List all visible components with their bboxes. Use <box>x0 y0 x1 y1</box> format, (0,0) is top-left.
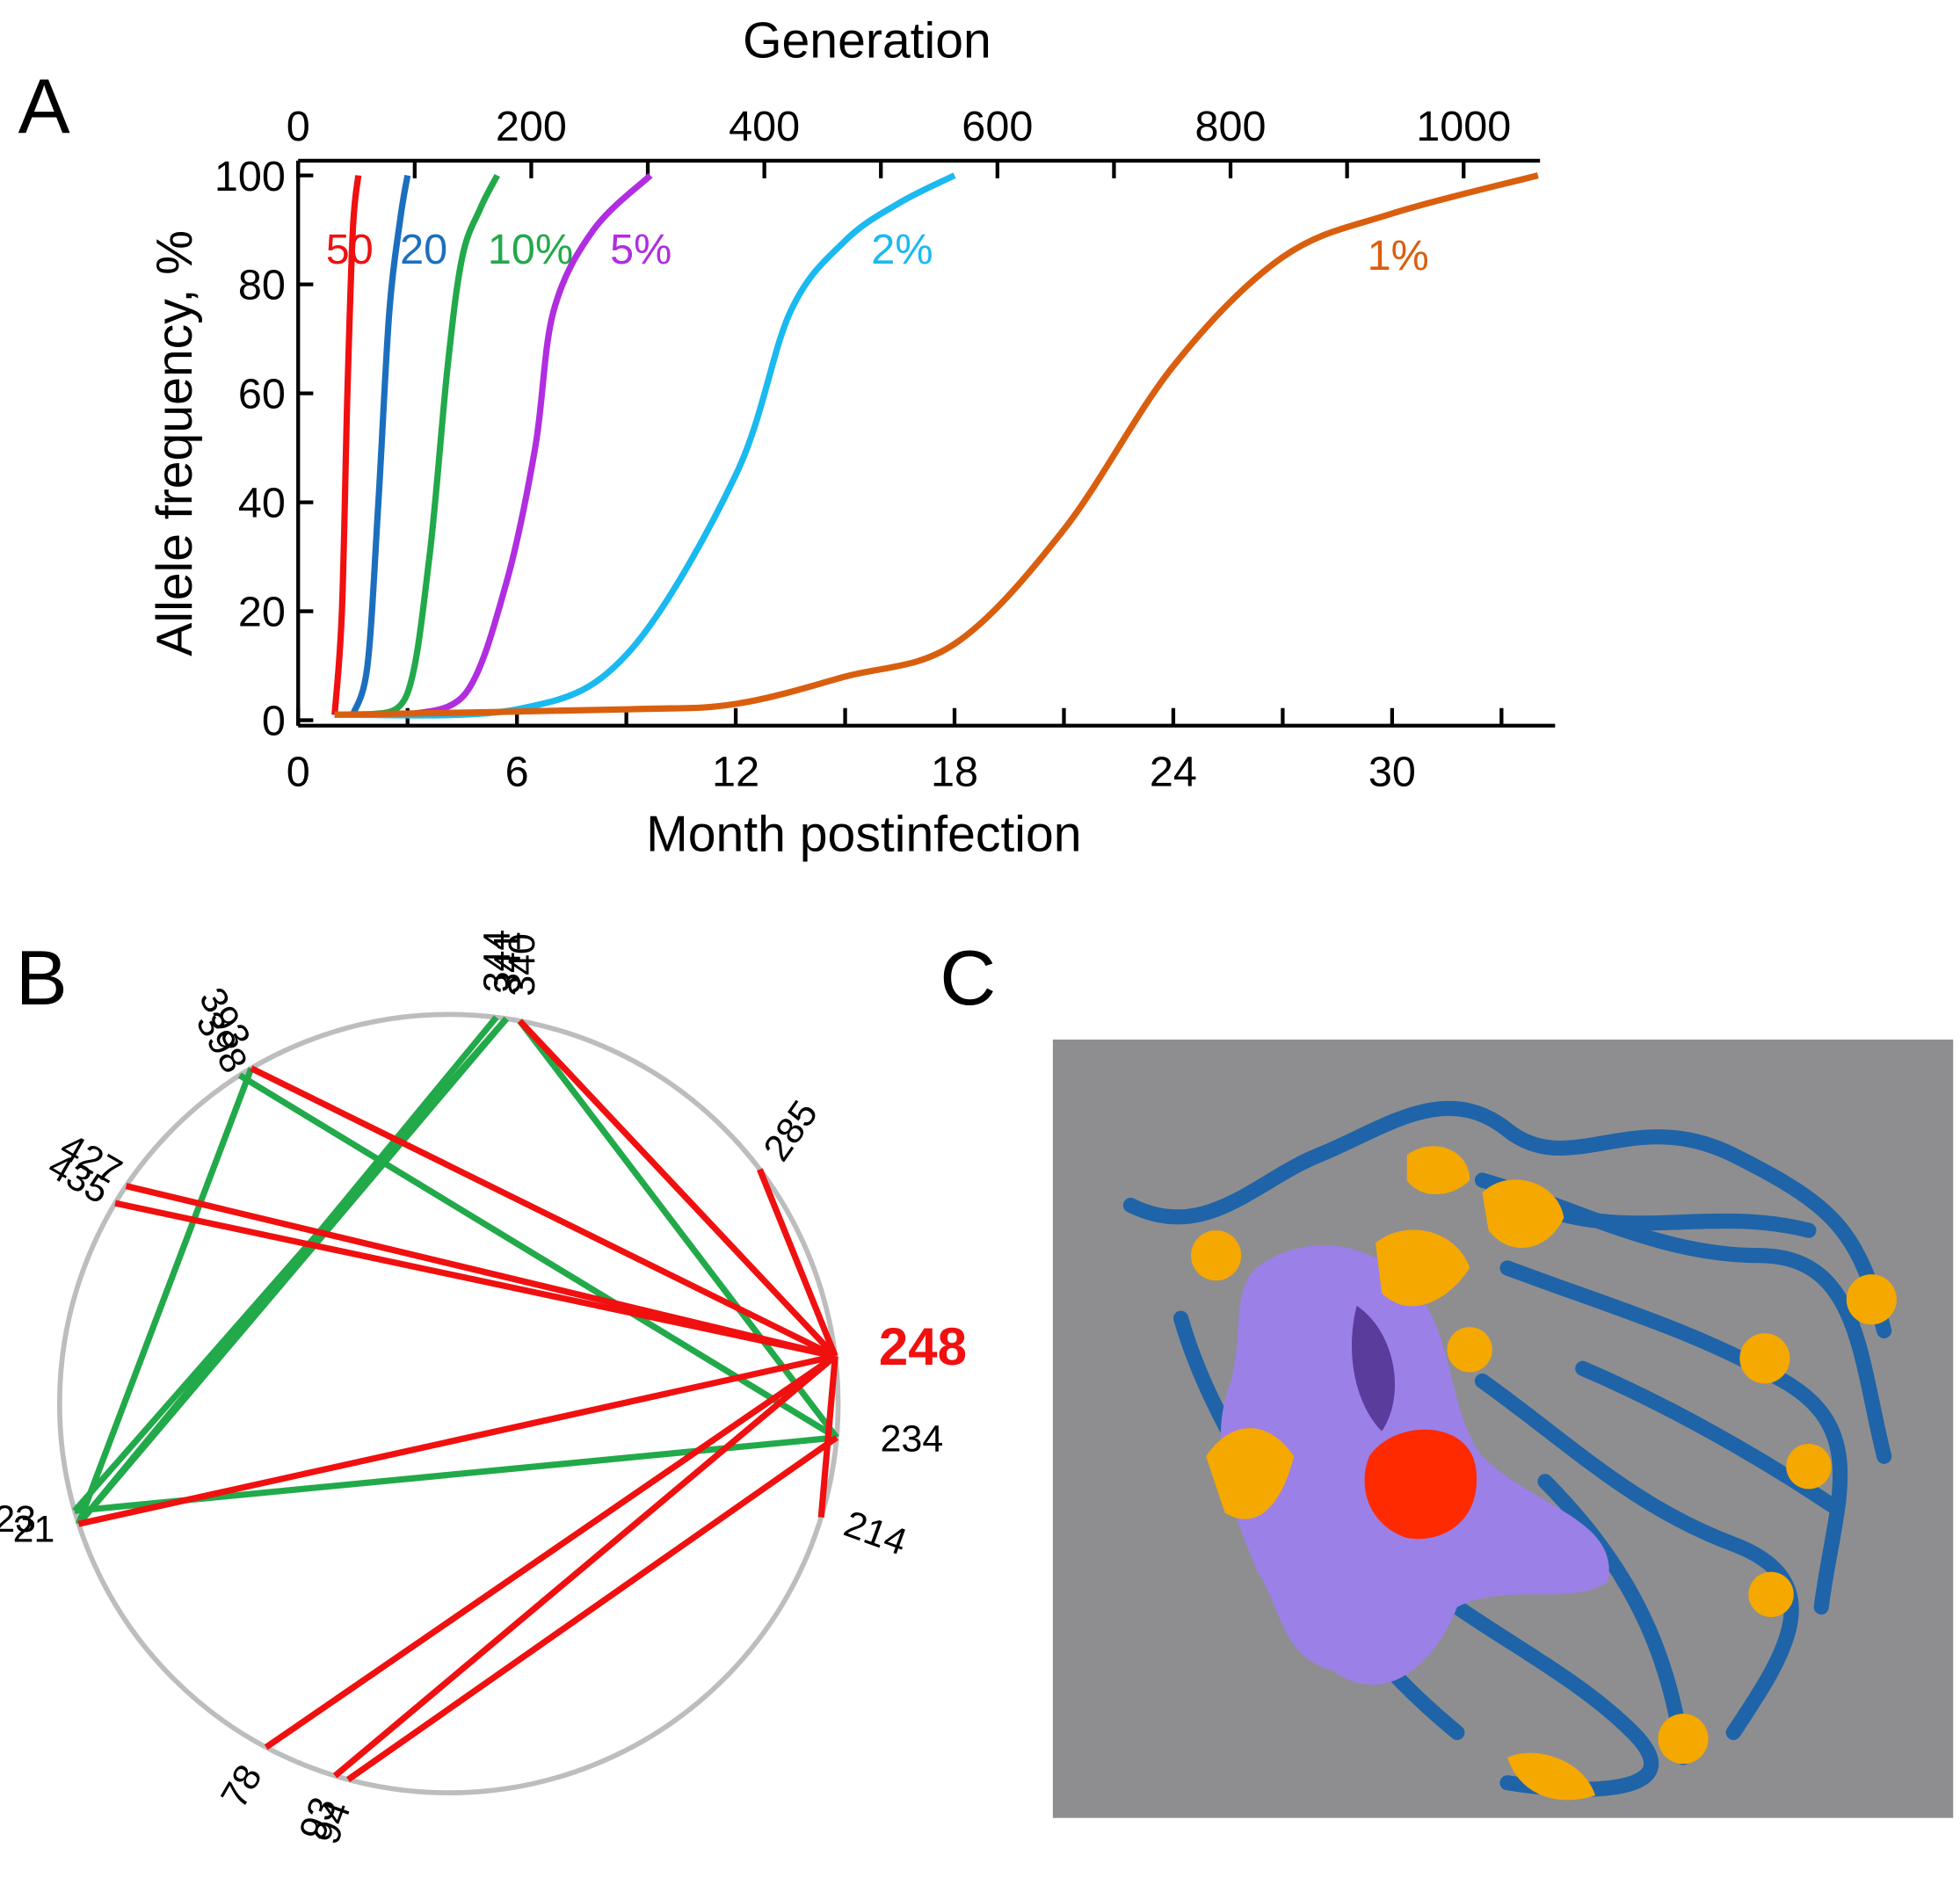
chord <box>757 1168 838 1358</box>
y-tick-label: 0 <box>262 698 286 745</box>
x2-axis-label: Generation <box>743 13 991 69</box>
node-label: 214 <box>838 1503 912 1564</box>
chord <box>817 1355 838 1519</box>
y-tick-label: 60 <box>238 371 286 418</box>
chord <box>114 1200 837 1359</box>
panel-label: B <box>16 934 68 1021</box>
series-label: 20 <box>400 226 447 273</box>
protein-structure <box>1052 1039 1954 1818</box>
chord <box>517 1018 838 1359</box>
chord <box>345 1434 838 1782</box>
x2-tick-label: 800 <box>1195 103 1267 150</box>
y-axis-label: Allele frequency, % <box>147 230 203 656</box>
series-label: 10% <box>488 226 573 273</box>
series-label: 5% <box>610 226 671 273</box>
chord <box>250 1065 837 1359</box>
node-label: 285 <box>756 1093 826 1169</box>
node-label: 78 <box>213 1758 270 1815</box>
x-tick-label: 6 <box>505 748 529 795</box>
node-label: 234 <box>881 1418 943 1461</box>
x-tick-label: 0 <box>287 748 310 795</box>
y-tick-label: 40 <box>238 480 286 527</box>
series-label: 50 <box>326 226 374 273</box>
chord <box>237 1072 838 1440</box>
chord <box>72 1016 509 1513</box>
series-line <box>331 175 362 715</box>
surface-orange <box>1191 1146 1897 1801</box>
y-tick-label: 80 <box>238 262 286 309</box>
chord <box>264 1353 838 1751</box>
node-label: 341 <box>487 931 529 993</box>
chord <box>77 1352 837 1527</box>
x-tick-label: 18 <box>931 748 978 795</box>
x-tick-label: 30 <box>1368 748 1416 795</box>
x2-tick-label: 600 <box>962 103 1033 150</box>
x2-tick-label: 0 <box>287 103 310 150</box>
chord <box>125 1183 837 1359</box>
ring <box>56 1011 841 1795</box>
node-label: 344 <box>475 930 518 992</box>
panel-label: C <box>940 934 996 1021</box>
series-line <box>406 172 653 718</box>
structure-background <box>1052 1039 1954 1818</box>
node-label: 23 <box>0 1498 36 1540</box>
surface-red <box>1364 1429 1477 1540</box>
x2-tick-label: 1000 <box>1416 103 1511 150</box>
node-label: 340 <box>501 933 543 996</box>
x2-tick-label: 400 <box>729 103 800 150</box>
x-tick-label: 24 <box>1150 748 1197 795</box>
chord <box>517 1018 839 1440</box>
series-line <box>369 173 500 718</box>
y-tick-label: 20 <box>238 589 286 636</box>
chord <box>76 1067 255 1526</box>
series-line <box>350 175 411 716</box>
surface-shadow <box>1351 1305 1396 1432</box>
series-label: 2% <box>871 226 933 273</box>
node-label: 248 <box>879 1317 967 1376</box>
panel-label: A <box>18 62 70 149</box>
node-label: 21 <box>13 1508 55 1550</box>
x-tick-label: 12 <box>712 748 759 795</box>
series-line <box>334 172 1539 718</box>
y-tick-label: 100 <box>214 153 286 200</box>
x-axis-label: Month postinfection <box>646 807 1081 863</box>
x2-tick-label: 200 <box>496 103 567 150</box>
series-label: 1% <box>1368 232 1429 279</box>
chord <box>332 1353 838 1779</box>
